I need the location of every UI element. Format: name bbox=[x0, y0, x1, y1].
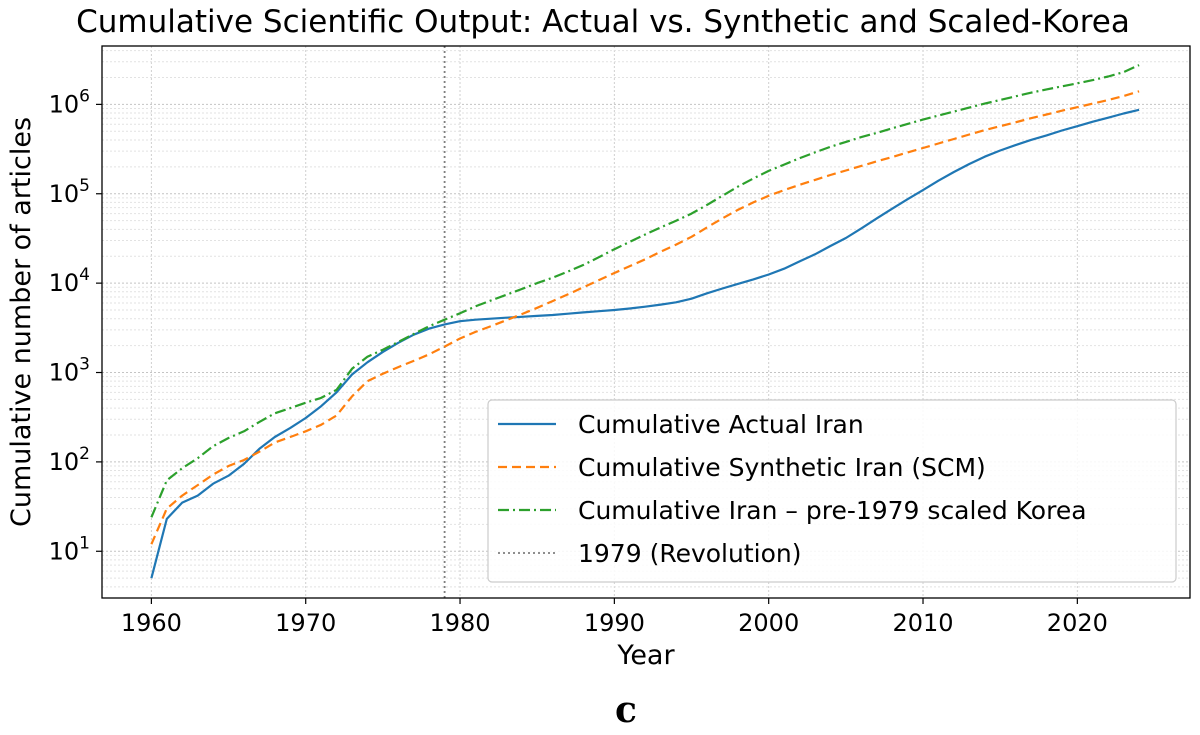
y-tick-label: 106 bbox=[49, 86, 90, 118]
x-tick-label: 1960 bbox=[121, 609, 182, 637]
y-axis-label: Cumulative number of articles bbox=[6, 117, 37, 527]
figure-caption: c bbox=[615, 689, 637, 731]
x-tick-label: 1970 bbox=[275, 609, 336, 637]
series-line-synthetic bbox=[150, 90, 1140, 545]
y-tick-label: 103 bbox=[49, 355, 90, 387]
series-layer bbox=[150, 64, 1140, 579]
x-axis-label: Year bbox=[616, 640, 675, 671]
y-tick-label: 105 bbox=[49, 176, 90, 208]
x-tick-label: 2000 bbox=[738, 609, 799, 637]
series-line-actual bbox=[150, 108, 1140, 579]
x-tick-label: 2020 bbox=[1047, 609, 1108, 637]
y-tick-label: 101 bbox=[49, 533, 90, 565]
y-tick-label: 102 bbox=[49, 444, 90, 476]
y-tick-label: 104 bbox=[49, 265, 90, 297]
x-tick-label: 1990 bbox=[584, 609, 645, 637]
legend-label-revolution: 1979 (Revolution) bbox=[578, 539, 801, 568]
x-axis-ticks: 1960 1970 1980 1990 2000 2010 2020 bbox=[121, 598, 1108, 637]
legend-label-korea: Cumulative Iran – pre-1979 scaled Korea bbox=[578, 496, 1087, 525]
legend-box bbox=[487, 399, 1177, 583]
legend: Cumulative Actual Iran Cumulative Synthe… bbox=[487, 399, 1177, 583]
chart-title: Cumulative Scientific Output: Actual vs.… bbox=[76, 4, 1130, 40]
x-tick-label: 2010 bbox=[892, 609, 953, 637]
legend-label-synthetic: Cumulative Synthetic Iran (SCM) bbox=[578, 453, 986, 482]
legend-label-actual: Cumulative Actual Iran bbox=[578, 410, 864, 439]
x-tick-label: 1980 bbox=[429, 609, 490, 637]
y-axis-ticks: 101 102 103 104 105 106 bbox=[49, 86, 102, 565]
plot-frame bbox=[101, 45, 1191, 599]
series-line-korea bbox=[150, 64, 1140, 518]
